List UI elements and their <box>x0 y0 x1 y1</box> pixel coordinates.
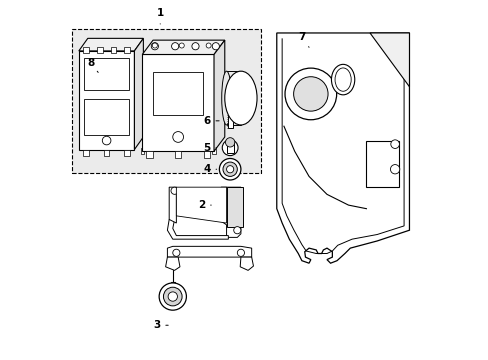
FancyBboxPatch shape <box>140 148 144 154</box>
Text: 7: 7 <box>298 32 308 47</box>
Circle shape <box>293 77 327 111</box>
Polygon shape <box>230 109 241 119</box>
Circle shape <box>226 166 233 173</box>
FancyBboxPatch shape <box>103 149 109 156</box>
Text: 5: 5 <box>203 143 216 153</box>
FancyBboxPatch shape <box>110 47 116 53</box>
Polygon shape <box>165 257 180 270</box>
Polygon shape <box>134 39 143 149</box>
Ellipse shape <box>331 64 354 95</box>
Polygon shape <box>369 33 408 87</box>
FancyBboxPatch shape <box>366 140 398 187</box>
Circle shape <box>172 132 183 142</box>
FancyBboxPatch shape <box>140 90 144 96</box>
Text: 1: 1 <box>156 8 163 24</box>
Circle shape <box>389 165 399 174</box>
FancyBboxPatch shape <box>175 151 181 158</box>
Ellipse shape <box>334 68 350 91</box>
Ellipse shape <box>224 71 257 125</box>
FancyBboxPatch shape <box>226 141 233 153</box>
FancyBboxPatch shape <box>83 149 89 156</box>
FancyBboxPatch shape <box>84 99 129 135</box>
Circle shape <box>219 158 241 180</box>
Polygon shape <box>240 257 253 270</box>
Polygon shape <box>79 39 143 51</box>
FancyBboxPatch shape <box>79 51 134 149</box>
FancyBboxPatch shape <box>84 58 129 90</box>
Text: 6: 6 <box>203 116 219 126</box>
Text: 3: 3 <box>153 320 168 330</box>
Polygon shape <box>226 187 242 226</box>
Circle shape <box>171 42 179 50</box>
Circle shape <box>285 68 336 120</box>
Circle shape <box>206 43 211 48</box>
Circle shape <box>168 292 177 301</box>
Circle shape <box>179 43 184 48</box>
Text: 4: 4 <box>203 164 216 174</box>
Polygon shape <box>169 187 176 223</box>
Circle shape <box>237 249 244 256</box>
Text: 2: 2 <box>198 200 211 210</box>
FancyBboxPatch shape <box>227 116 232 128</box>
Circle shape <box>102 136 111 145</box>
FancyBboxPatch shape <box>72 30 260 173</box>
Circle shape <box>151 42 158 50</box>
Circle shape <box>212 42 219 50</box>
Circle shape <box>223 162 237 176</box>
FancyBboxPatch shape <box>124 149 130 156</box>
Polygon shape <box>167 246 251 257</box>
Polygon shape <box>276 33 408 263</box>
FancyBboxPatch shape <box>212 148 215 154</box>
Circle shape <box>225 138 234 147</box>
Polygon shape <box>214 40 224 151</box>
FancyBboxPatch shape <box>212 90 215 96</box>
Polygon shape <box>176 187 226 223</box>
Circle shape <box>233 226 241 234</box>
Circle shape <box>171 187 178 194</box>
Text: 8: 8 <box>87 58 98 72</box>
Circle shape <box>222 140 238 156</box>
Circle shape <box>390 140 399 148</box>
Circle shape <box>163 287 182 306</box>
Circle shape <box>159 283 186 310</box>
FancyBboxPatch shape <box>124 47 130 53</box>
FancyBboxPatch shape <box>153 72 203 116</box>
Polygon shape <box>167 220 228 239</box>
FancyBboxPatch shape <box>203 151 210 158</box>
FancyBboxPatch shape <box>142 54 214 151</box>
FancyBboxPatch shape <box>97 47 102 53</box>
Circle shape <box>191 42 199 50</box>
Polygon shape <box>142 40 224 54</box>
FancyBboxPatch shape <box>146 151 152 158</box>
Circle shape <box>152 43 157 48</box>
Polygon shape <box>221 187 241 237</box>
Circle shape <box>172 249 180 256</box>
FancyBboxPatch shape <box>83 47 89 53</box>
Ellipse shape <box>221 71 231 125</box>
